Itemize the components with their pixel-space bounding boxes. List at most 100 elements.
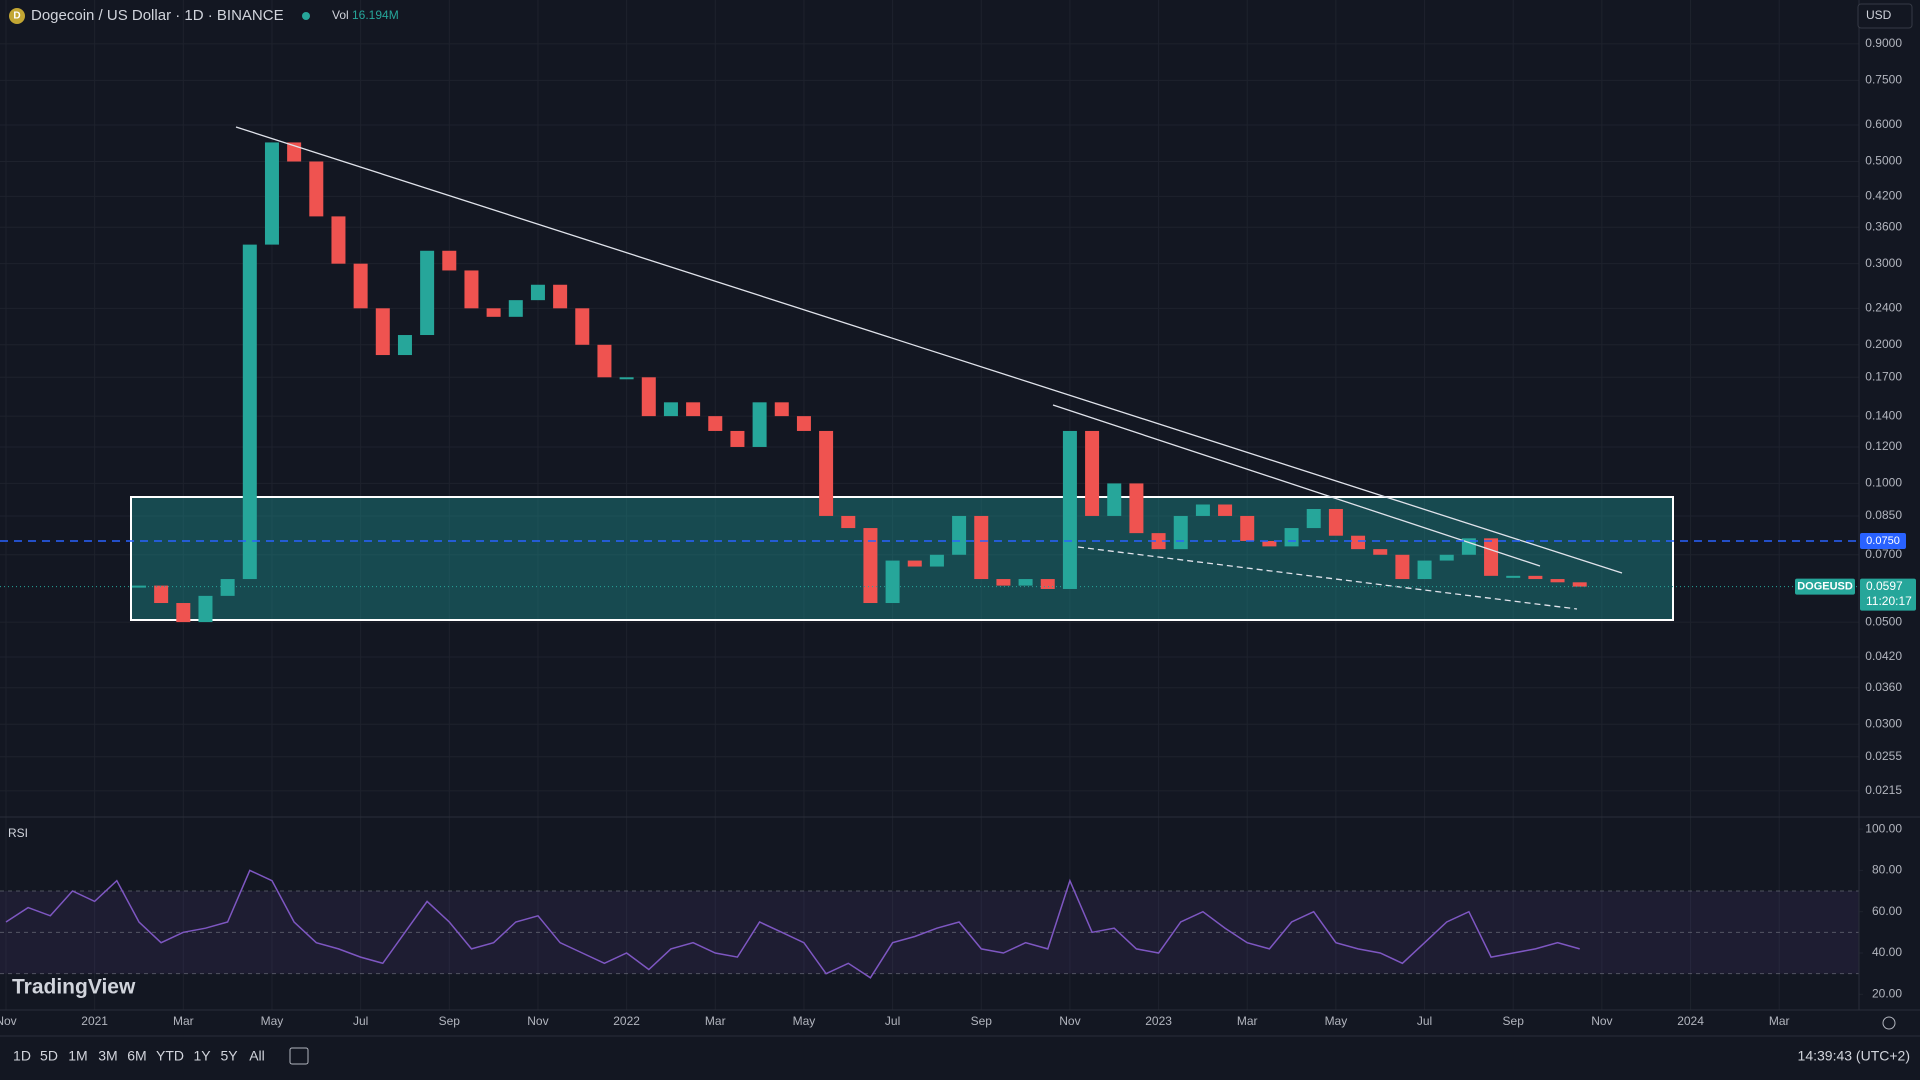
candle	[597, 344, 612, 378]
candle	[1151, 533, 1166, 550]
candle	[508, 300, 523, 317]
candle	[841, 515, 856, 529]
candle	[353, 263, 368, 309]
candle	[375, 308, 390, 356]
candle	[929, 554, 944, 567]
candle	[730, 430, 745, 447]
candle	[1439, 554, 1454, 561]
countdown: 11:20:17	[1866, 594, 1912, 608]
candle	[464, 270, 479, 309]
candle	[553, 284, 568, 309]
range-button[interactable]: 1D	[13, 1048, 31, 1064]
trend-line[interactable]	[1052, 404, 1541, 567]
candle	[1461, 538, 1476, 555]
bottom-toolbar	[0, 1036, 1920, 1080]
range-button[interactable]: 5Y	[220, 1048, 238, 1064]
x-tick-label: Nov	[0, 1014, 17, 1028]
candle	[1284, 528, 1299, 547]
y-tick-label: 0.3600	[1865, 219, 1902, 233]
candle	[420, 250, 435, 336]
candle	[198, 595, 213, 623]
x-tick-label: Mar	[1237, 1014, 1258, 1028]
x-tick-label: Jul	[1417, 1014, 1432, 1028]
volume-label: Vol	[332, 8, 349, 22]
y-tick-label: 0.1200	[1865, 439, 1902, 453]
indicator-title[interactable]: RSI	[8, 826, 28, 840]
y-tick-label: 0.0255	[1865, 749, 1902, 763]
market-status[interactable]	[302, 12, 310, 20]
y-tick-label: 0.7500	[1865, 73, 1902, 87]
x-tick-label: 2023	[1145, 1014, 1172, 1028]
candle	[863, 528, 878, 604]
y-tick-label: 0.6000	[1865, 117, 1902, 131]
candle	[331, 216, 346, 264]
candle	[907, 560, 922, 567]
marks-layer	[5, 142, 1587, 979]
trend-line[interactable]	[1077, 546, 1578, 610]
candle	[1550, 579, 1565, 583]
x-tick-label: Jul	[353, 1014, 368, 1028]
y-tick-label: 100.00	[1865, 821, 1902, 835]
symbol-title[interactable]: Dogecoin / US Dollar · 1D · BINANCE	[31, 7, 284, 24]
candle	[1506, 575, 1521, 578]
clock[interactable]: 14:39:43 (UTC+2)	[1798, 1048, 1910, 1064]
y-tick-label: 0.0360	[1865, 680, 1902, 694]
candle	[220, 579, 235, 596]
last-price-bg	[1860, 578, 1916, 611]
y-tick-label: 40.00	[1872, 945, 1902, 959]
symbol-icon	[9, 8, 25, 24]
candle	[1373, 549, 1388, 555]
x-tick-label: Mar	[1769, 1014, 1790, 1028]
candle	[1417, 560, 1432, 580]
range-button[interactable]: YTD	[156, 1048, 184, 1064]
y-tick-label: 0.0215	[1865, 783, 1902, 797]
x-tick-label: Nov	[1591, 1014, 1612, 1028]
range-button[interactable]: 3M	[98, 1048, 117, 1064]
candle	[1528, 575, 1543, 580]
range-button[interactable]: 6M	[127, 1048, 146, 1064]
y-tick-label: 0.4200	[1865, 189, 1902, 203]
range-button[interactable]: All	[249, 1048, 265, 1064]
x-tick-label: Mar	[705, 1014, 726, 1028]
y-tick-label: 0.0420	[1865, 649, 1902, 663]
candle	[176, 603, 191, 623]
last-price-label: 0.0597	[1866, 579, 1903, 593]
candle	[442, 250, 457, 271]
y-tick-label: 0.0300	[1865, 716, 1902, 730]
candle	[1085, 430, 1100, 516]
candle	[974, 515, 989, 580]
currency-label[interactable]: USD	[1866, 8, 1892, 22]
y-tick-label: 0.1700	[1865, 369, 1902, 383]
x-tick-label: Nov	[527, 1014, 548, 1028]
range-button[interactable]: 1Y	[193, 1048, 211, 1064]
currency-select[interactable]	[1857, 3, 1913, 29]
goto-date-icon[interactable]	[289, 1047, 309, 1065]
candle	[619, 377, 634, 380]
y-tick-label: 0.0850	[1865, 508, 1902, 522]
level-label-bg	[1860, 532, 1906, 549]
candle	[1173, 515, 1188, 550]
range-button[interactable]: 5D	[40, 1048, 58, 1064]
range-button[interactable]: 1M	[68, 1048, 87, 1064]
settings-icon[interactable]	[1882, 1016, 1896, 1030]
candle	[885, 560, 900, 604]
y-tick-label: 0.0700	[1865, 547, 1902, 561]
candle	[264, 142, 279, 245]
candle	[1107, 483, 1122, 516]
x-tick-label: Sep	[1503, 1014, 1525, 1028]
candle	[752, 402, 767, 447]
candle	[686, 402, 701, 417]
candle	[575, 308, 590, 345]
y-tick-label: 60.00	[1872, 904, 1902, 918]
x-tick-label: May	[1325, 1014, 1348, 1028]
y-tick-label: 0.2000	[1865, 337, 1902, 351]
y-tick-label: 0.0500	[1865, 614, 1902, 628]
candle	[1018, 579, 1033, 586]
x-tick-label: Jul	[885, 1014, 900, 1028]
candle	[131, 585, 146, 588]
x-tick-label: Sep	[971, 1014, 993, 1028]
range-box[interactable]	[130, 496, 1674, 621]
trend-line[interactable]	[235, 126, 1623, 574]
